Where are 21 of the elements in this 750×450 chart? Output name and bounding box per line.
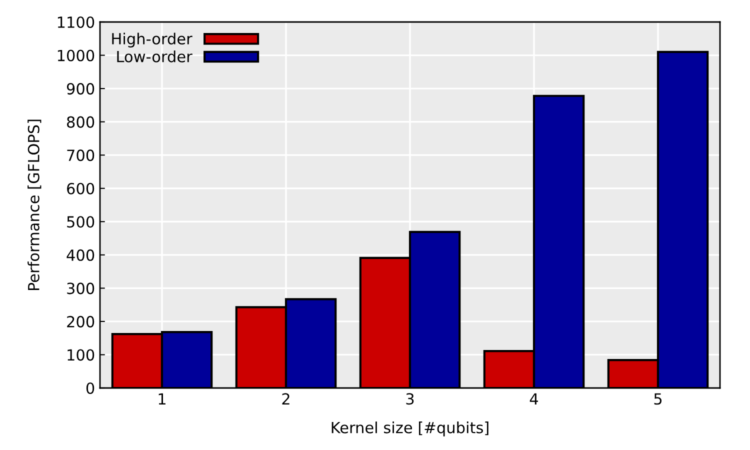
x-tick-label: 5 <box>654 393 662 405</box>
y-tick-label: 400 <box>66 249 94 261</box>
y-tick-label: 700 <box>67 150 94 162</box>
y-tick-label: 200 <box>67 316 94 328</box>
y-tick-label: 300 <box>67 282 94 294</box>
y-tick-label: 800 <box>67 116 94 128</box>
y-tick-label: 500 <box>67 216 94 228</box>
x-tick-label: 2 <box>282 393 290 404</box>
y-tick-label: 900 <box>66 83 94 95</box>
x-tick-label: 4 <box>530 393 538 404</box>
y-tick-label: 1000 <box>58 50 94 62</box>
y-tick-label: 0 <box>86 382 94 394</box>
legend-label: Low-order <box>117 50 192 62</box>
x-tick-label: 3 <box>406 393 414 405</box>
y-tick-label: 1100 <box>58 16 94 28</box>
x-tick-label: 1 <box>158 393 166 404</box>
y-tick-label: 600 <box>67 182 94 194</box>
y-axis-title: Performance [GFLOPS] <box>28 120 42 290</box>
x-axis-title: Kernel size [#qubits] <box>332 422 488 436</box>
y-tick-label: 100 <box>68 349 94 361</box>
legend-label: High-order <box>112 32 192 48</box>
